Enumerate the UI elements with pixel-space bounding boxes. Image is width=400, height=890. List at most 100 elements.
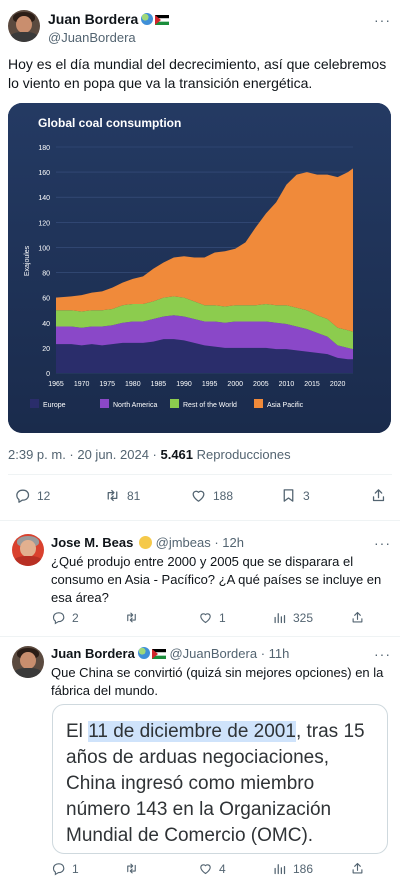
legend-swatch	[254, 399, 263, 408]
author-avatar[interactable]	[8, 10, 40, 42]
quote-post: , tras 15 años de arduas negociaciones, …	[66, 721, 365, 846]
x-tick-label: 1990	[176, 381, 192, 388]
post-timestamp[interactable]: 2:39 p. m. · 20 jun. 2024 ·	[8, 447, 161, 462]
reply2-header: Juan Bordera @JuanBordera · 11h	[51, 646, 289, 661]
reply1-author-handle[interactable]: @jmbeas	[155, 535, 211, 550]
reply2-share-button[interactable]	[350, 861, 365, 876]
legend-label: Asia Pacific	[267, 402, 304, 409]
chart-ylabel: Exajoules	[24, 245, 31, 276]
views-label: Reproducciones	[196, 447, 291, 462]
y-tick-label: 160	[38, 170, 50, 177]
repost-icon	[127, 612, 136, 623]
divider	[0, 520, 400, 521]
reply2-repost-button[interactable]	[124, 861, 139, 876]
reply2-author-name[interactable]: Juan Bordera	[51, 646, 135, 661]
y-tick-label: 40	[42, 321, 50, 328]
x-tick-label: 2005	[253, 381, 269, 388]
area-europe	[56, 339, 353, 373]
heart-icon	[192, 490, 205, 502]
verified-org-icon	[139, 536, 152, 549]
reply-count: 12	[37, 488, 51, 503]
legend-label: North America	[113, 402, 157, 409]
heart-icon	[200, 613, 211, 624]
reply1-time[interactable]: · 12h	[214, 535, 244, 550]
reply1-header: Jose M. Beas @jmbeas · 12h	[51, 535, 244, 550]
x-tick-label: 2020	[330, 381, 346, 388]
quote-text: El 11 de diciembre de 2001, tras 15 años…	[66, 719, 378, 849]
chart-image[interactable]: Global coal consumption Exajoules 0 20 40 6…	[8, 103, 391, 433]
y-tick-label: 80	[42, 271, 50, 278]
author-handle[interactable]: @JuanBordera	[48, 30, 136, 45]
reply1-views-count: 325	[293, 610, 314, 625]
reply2-avatar[interactable]	[12, 646, 44, 678]
reply1-share-button[interactable]	[350, 610, 365, 625]
y-tick-label: 180	[38, 145, 50, 152]
area-asia-pacific	[56, 168, 353, 332]
reply1-reply-button[interactable]: 2	[51, 610, 79, 625]
legend-label: Europe	[43, 402, 66, 409]
more-options-button[interactable]: ···	[374, 12, 391, 28]
views-count: 5.461	[160, 447, 194, 462]
y-tick-label: 120	[38, 220, 50, 227]
reply2-views-button[interactable]: 186	[272, 861, 313, 876]
reply2-reply-count: 1	[72, 861, 79, 876]
reply1-more-button[interactable]: ···	[374, 535, 391, 551]
palestine-flag-icon	[151, 647, 166, 659]
repost-icon	[107, 489, 118, 502]
divider	[8, 474, 392, 475]
reply1-like-count: 1	[219, 610, 226, 625]
palestine-flag-icon	[155, 12, 170, 25]
legend-swatch	[30, 399, 39, 408]
reply2-author-handle[interactable]: @JuanBordera	[169, 646, 258, 661]
x-tick-label: 2000	[227, 381, 243, 388]
reply2-like-button[interactable]: 4	[198, 861, 226, 876]
x-tick-label: 1985	[151, 381, 167, 388]
reply1-repost-button[interactable]	[124, 610, 139, 625]
bookmark-icon	[283, 489, 294, 502]
author-info: Juan Bordera @JuanBordera	[48, 11, 170, 45]
repost-button[interactable]: 81	[104, 487, 140, 504]
quote-highlight: 11 de diciembre de 2001	[88, 721, 296, 742]
legend-swatch	[100, 399, 109, 408]
x-tick-label: 1995	[202, 381, 218, 388]
reply-icon	[52, 863, 65, 876]
divider	[0, 636, 400, 637]
share-icon	[352, 611, 363, 623]
share-icon	[372, 489, 385, 502]
y-tick-label: 20	[42, 346, 50, 353]
reply2-text: Que China se convirtió (quizá sin mejore…	[51, 665, 384, 698]
reply2-more-button[interactable]: ···	[374, 646, 391, 662]
reply-button[interactable]: 12	[14, 487, 50, 504]
x-tick-label: 1965	[48, 381, 64, 388]
reply1-avatar[interactable]	[12, 534, 44, 566]
quote-card[interactable]: El 11 de diciembre de 2001, tras 15 años…	[52, 704, 388, 854]
author-name[interactable]: Juan Bordera	[48, 11, 139, 27]
views-icon	[274, 613, 286, 624]
legend-swatch	[170, 399, 179, 408]
reply1-reply-count: 2	[72, 610, 79, 625]
reply2-reply-button[interactable]: 1	[51, 861, 79, 876]
bookmark-count: 3	[303, 488, 310, 503]
globe-emoji-icon	[137, 647, 150, 659]
like-count: 188	[213, 488, 234, 503]
share-button[interactable]	[370, 487, 387, 504]
x-tick-label: 1970	[74, 381, 90, 388]
area-rest-of-the-world	[56, 296, 353, 350]
reply2-time[interactable]: · 11h	[260, 646, 290, 661]
x-tick-label: 2015	[304, 381, 320, 388]
y-tick-label: 140	[38, 195, 50, 202]
x-tick-label: 1975	[99, 381, 115, 388]
reply1-like-button[interactable]: 1	[198, 610, 226, 625]
reply-icon	[16, 489, 30, 503]
reply2-views-count: 186	[293, 861, 314, 876]
bookmark-button[interactable]: 3	[280, 487, 310, 504]
y-tick-label: 100	[38, 245, 50, 252]
reply1-views-button[interactable]: 325	[272, 610, 313, 625]
legend-label: Rest of the World	[183, 402, 237, 409]
reply1-author-name[interactable]: Jose M. Beas	[51, 535, 134, 550]
post-text: Hoy es el día mundial del decrecimiento,…	[8, 56, 387, 91]
like-button[interactable]: 188	[190, 487, 233, 504]
share-icon	[352, 862, 363, 874]
x-tick-label: 2010	[279, 381, 295, 388]
heart-icon	[200, 864, 211, 875]
